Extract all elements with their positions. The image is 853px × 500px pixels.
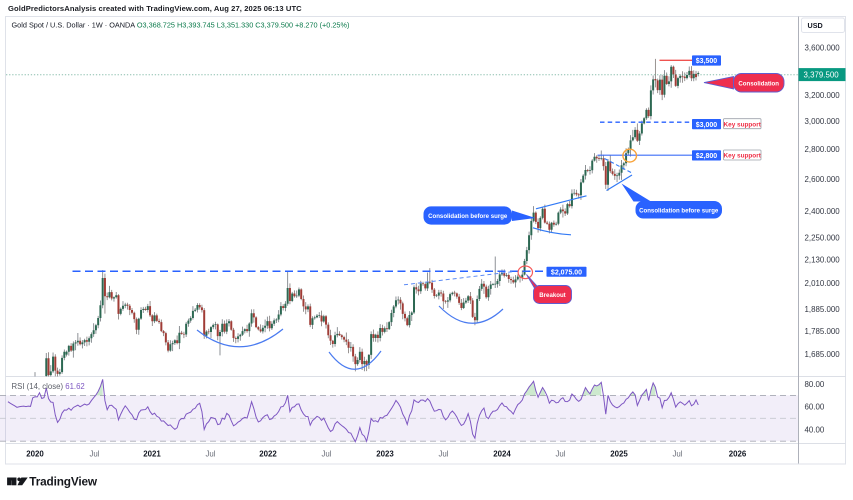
svg-text:80.00: 80.00 <box>805 380 825 389</box>
svg-text:2024: 2024 <box>493 450 511 459</box>
svg-text:GoldPredictorsAnalysis created: GoldPredictorsAnalysis created with Trad… <box>8 4 302 13</box>
svg-text:Consolidation before surge: Consolidation before surge <box>639 207 719 214</box>
svg-text:Key support: Key support <box>724 153 762 160</box>
svg-text:2,130.000: 2,130.000 <box>805 255 841 264</box>
svg-text:Jul: Jul <box>438 450 448 459</box>
svg-text:3,200.000: 3,200.000 <box>805 91 841 100</box>
svg-text:Jul: Jul <box>205 450 215 459</box>
svg-text:$3,000: $3,000 <box>696 122 718 129</box>
svg-text:$2,075.00: $2,075.00 <box>551 269 582 276</box>
svg-text:2021: 2021 <box>143 450 161 459</box>
svg-text:2,600.000: 2,600.000 <box>805 175 841 184</box>
svg-text:Jul: Jul <box>321 450 331 459</box>
svg-text:2022: 2022 <box>259 450 277 459</box>
svg-text:2026: 2026 <box>729 450 747 459</box>
svg-text:1,685.000: 1,685.000 <box>805 350 841 359</box>
svg-text:2025: 2025 <box>610 450 628 459</box>
svg-text:TradingView: TradingView <box>29 475 98 489</box>
svg-text:2,010.000: 2,010.000 <box>805 279 841 288</box>
svg-text:2020: 2020 <box>26 450 44 459</box>
svg-text:60.00: 60.00 <box>805 403 825 412</box>
svg-text:Jul: Jul <box>555 450 565 459</box>
svg-text:3,600.000: 3,600.000 <box>805 43 841 52</box>
svg-text:2,400.000: 2,400.000 <box>805 207 841 216</box>
svg-text:Gold Spot / U.S. Dollar · 1W ·: Gold Spot / U.S. Dollar · 1W · OANDA O3,… <box>12 20 350 29</box>
svg-text:$2,800: $2,800 <box>696 153 718 160</box>
svg-text:3,000.000: 3,000.000 <box>805 117 841 126</box>
svg-text:1,785.000: 1,785.000 <box>805 327 841 336</box>
svg-text:$3,500: $3,500 <box>696 58 718 65</box>
svg-text:Consolidation before surge: Consolidation before surge <box>428 213 508 220</box>
svg-text:Jul: Jul <box>672 450 682 459</box>
svg-text:Breakout: Breakout <box>539 292 565 299</box>
svg-text:Consolidation: Consolidation <box>738 80 779 87</box>
svg-text:2,250.000: 2,250.000 <box>805 233 841 242</box>
svg-text:USD: USD <box>808 21 823 30</box>
svg-text:Key support: Key support <box>724 121 762 128</box>
svg-text:RSI (14, close) 61.62: RSI (14, close) 61.62 <box>12 382 85 391</box>
svg-text:1,885.000: 1,885.000 <box>805 305 841 314</box>
svg-text:3,379.500: 3,379.500 <box>804 70 840 79</box>
svg-text:Jul: Jul <box>89 450 99 459</box>
svg-text:2023: 2023 <box>376 450 394 459</box>
svg-text:2,800.000: 2,800.000 <box>805 145 841 154</box>
svg-text:40.00: 40.00 <box>805 426 825 435</box>
